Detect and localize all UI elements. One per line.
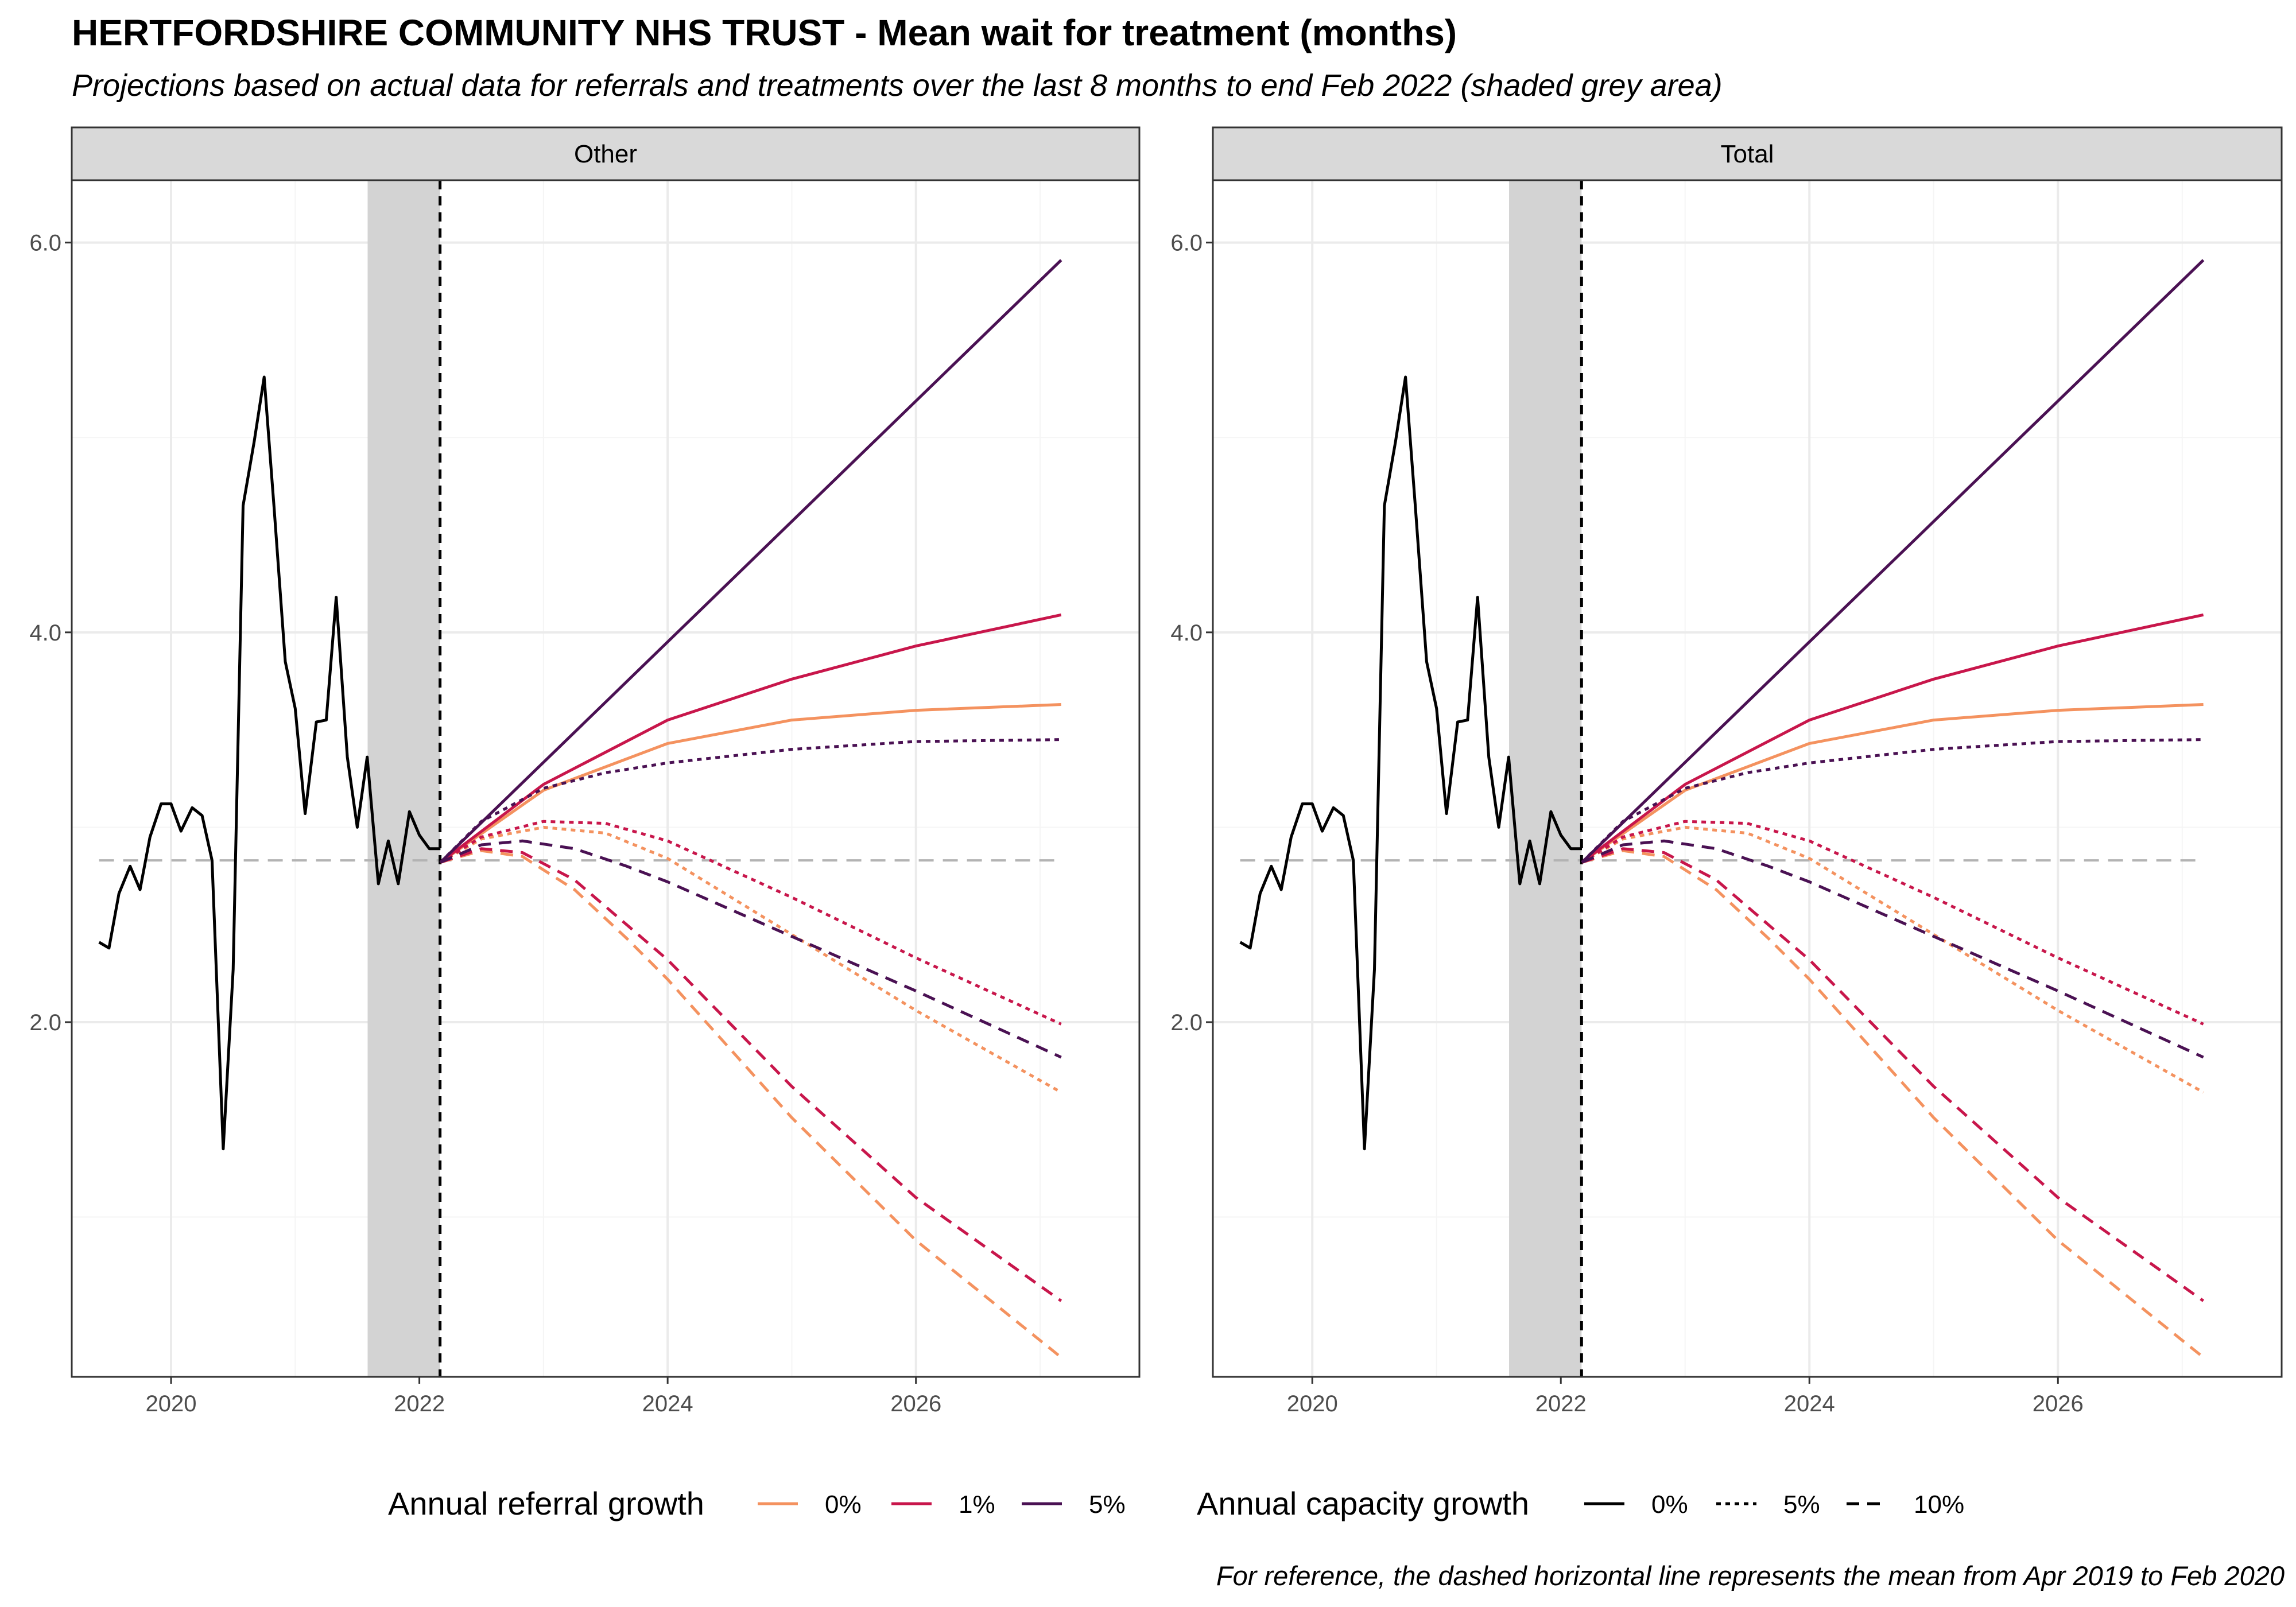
legend-label-capacity: 10% bbox=[1914, 1490, 1964, 1519]
series-line-ref0-cap10 bbox=[440, 849, 1062, 1358]
series-line-ref1-cap0 bbox=[439, 613, 1062, 864]
series-line-ref0-cap10 bbox=[1581, 849, 2205, 1358]
facet-strip bbox=[71, 126, 1141, 181]
chart-caption: For reference, the dashed horizontal lin… bbox=[1216, 1561, 2285, 1591]
panel-other: 2020 2022 2024 2026 2.0 4.0 6.0 Other bbox=[29, 126, 1141, 1416]
actual-wait-line bbox=[1239, 375, 1582, 1151]
chart-subtitle: Projections based on actual data for ref… bbox=[72, 68, 1723, 103]
legend-title-capacity: Annual capacity growth bbox=[1197, 1485, 1529, 1521]
panel-total: 2020 2022 2024 2026 2.0 4.0 6.0 Total bbox=[1170, 126, 2283, 1416]
y-tick-label: 4.0 bbox=[1170, 620, 1203, 646]
legend-label-capacity: 5% bbox=[1783, 1490, 1820, 1519]
facet-strip-label: Total bbox=[1721, 140, 1774, 168]
series-line-ref5-cap0 bbox=[439, 259, 1062, 864]
legend-label-referral: 0% bbox=[825, 1490, 862, 1519]
x-tick-label: 2020 bbox=[146, 1391, 197, 1416]
series-line-ref1-cap10 bbox=[440, 847, 1062, 1302]
x-tick-label: 2024 bbox=[1784, 1391, 1835, 1416]
series-line-ref5-cap10 bbox=[440, 839, 1062, 1059]
y-tick-label: 4.0 bbox=[29, 620, 61, 646]
plot-background bbox=[72, 180, 1139, 1377]
series-line-ref0-cap0 bbox=[1581, 703, 2204, 864]
x-tick-label: 2024 bbox=[642, 1391, 693, 1416]
legend: Annual referral growth 0% 1% 5% Annual capac… bbox=[388, 1485, 1964, 1521]
series-line-ref5-cap10 bbox=[1581, 839, 2204, 1059]
series-line-ref1-cap10 bbox=[1581, 847, 2205, 1302]
y-tick-label: 6.0 bbox=[29, 231, 61, 256]
y-tick-label: 2.0 bbox=[29, 1010, 61, 1035]
legend-label-referral: 5% bbox=[1089, 1490, 1126, 1519]
x-tick-label: 2020 bbox=[1287, 1391, 1338, 1416]
series-line-ref0-cap5 bbox=[440, 825, 1062, 1094]
legend-label-referral: 1% bbox=[959, 1490, 995, 1519]
chart-title: HERTFORDSHIRE COMMUNITY NHS TRUST - Mean… bbox=[72, 12, 1457, 53]
plot-background bbox=[1213, 180, 2282, 1377]
series-line-ref5-cap5 bbox=[1581, 738, 2204, 864]
shaded-period bbox=[1509, 180, 1582, 1377]
series-line-ref5-cap0 bbox=[1581, 259, 2205, 864]
facet-strip bbox=[1212, 126, 2283, 181]
y-tick-label: 6.0 bbox=[1170, 231, 1203, 256]
legend-label-capacity: 0% bbox=[1651, 1490, 1688, 1519]
facet-strip-label: Other bbox=[574, 140, 637, 168]
x-tick-label: 2022 bbox=[394, 1391, 445, 1416]
series-line-ref1-cap0 bbox=[1581, 613, 2204, 864]
x-tick-label: 2022 bbox=[1535, 1391, 1587, 1416]
legend-title-referral: Annual referral growth bbox=[388, 1485, 704, 1521]
series-line-ref5-cap5 bbox=[439, 738, 1061, 864]
actual-wait-line bbox=[98, 375, 441, 1151]
series-line-ref0-cap5 bbox=[1581, 825, 2204, 1094]
y-tick-label: 2.0 bbox=[1170, 1010, 1203, 1035]
series-line-ref1-cap5 bbox=[439, 820, 1062, 1026]
x-tick-label: 2026 bbox=[890, 1391, 941, 1416]
x-tick-label: 2026 bbox=[2033, 1391, 2084, 1416]
shaded-period bbox=[367, 180, 440, 1377]
series-line-ref0-cap0 bbox=[439, 703, 1061, 864]
series-line-ref1-cap5 bbox=[1581, 820, 2204, 1026]
